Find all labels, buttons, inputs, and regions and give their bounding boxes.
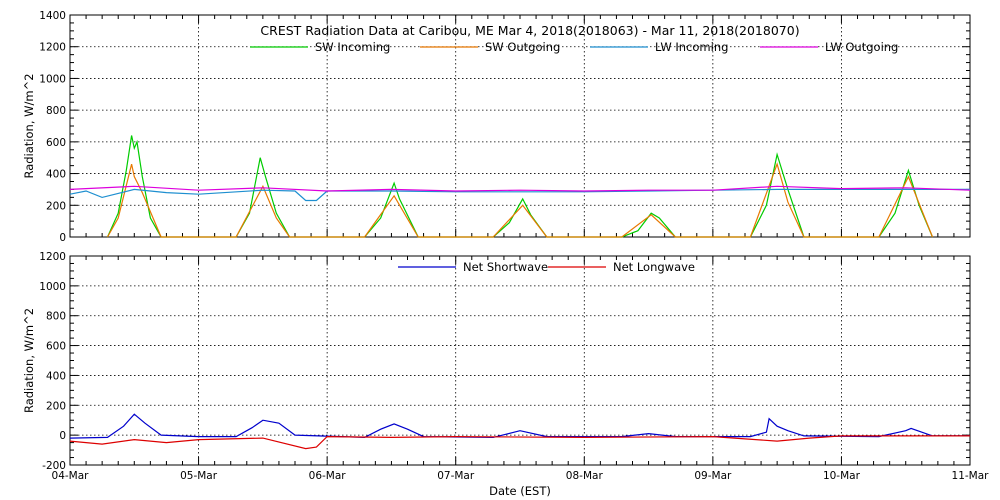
y-tick-label: 1400 xyxy=(39,10,66,22)
y-tick-label: 1200 xyxy=(39,251,66,263)
legend-label-lw-in: LW Incoming xyxy=(655,40,728,54)
x-tick-label: 05-Mar xyxy=(180,470,218,482)
y-tick-label: -200 xyxy=(42,460,66,472)
y-tick-label: 200 xyxy=(46,200,66,212)
legend-label-sw-out: SW Outgoing xyxy=(485,40,560,54)
x-tick-label: 09-Mar xyxy=(694,470,732,482)
y-tick-label: 800 xyxy=(46,105,66,117)
series-line-net-sw xyxy=(69,413,970,439)
legend-label-sw-in: SW Incoming xyxy=(315,40,390,54)
y-axis-label: Radiation, W/m^2 xyxy=(22,308,36,413)
y-tick-label: 200 xyxy=(46,400,66,412)
x-tick-label: 07-Mar xyxy=(437,470,475,482)
legend-label-lw-out: LW Outgoing xyxy=(825,40,898,54)
y-tick-label: 400 xyxy=(46,169,66,181)
x-axis-label: Date (EST) xyxy=(489,484,551,498)
y-tick-label: 0 xyxy=(59,232,66,244)
y-tick-label: 600 xyxy=(46,341,66,353)
legend-label-net-lw: Net Longwave xyxy=(613,260,695,274)
x-tick-label: 06-Mar xyxy=(309,470,347,482)
x-tick-label: 04-Mar xyxy=(52,470,90,482)
x-tick-label: 11-Mar xyxy=(952,470,990,482)
y-tick-label: 400 xyxy=(46,370,66,382)
y-tick-label: 600 xyxy=(46,137,66,149)
series-line-sw-in xyxy=(106,135,934,238)
series-line-sw-out xyxy=(106,162,934,238)
y-axis-label: Radiation, W/m^2 xyxy=(22,73,36,178)
series-line-lw-in xyxy=(69,188,970,202)
y-tick-label: 1000 xyxy=(39,281,66,293)
series-line-net-lw xyxy=(69,435,970,450)
x-tick-label: 08-Mar xyxy=(566,470,604,482)
series-line-lw-out xyxy=(69,185,971,192)
chart-title: CREST Radiation Data at Caribou, ME Mar … xyxy=(260,23,799,38)
y-tick-label: 1000 xyxy=(39,73,66,85)
legend-label-net-sw: Net Shortwave xyxy=(463,260,548,274)
x-tick-label: 10-Mar xyxy=(823,470,861,482)
y-tick-label: 800 xyxy=(46,311,66,323)
plot-frame xyxy=(69,255,971,466)
y-tick-label: 1200 xyxy=(39,42,66,54)
y-tick-label: 0 xyxy=(59,430,66,442)
